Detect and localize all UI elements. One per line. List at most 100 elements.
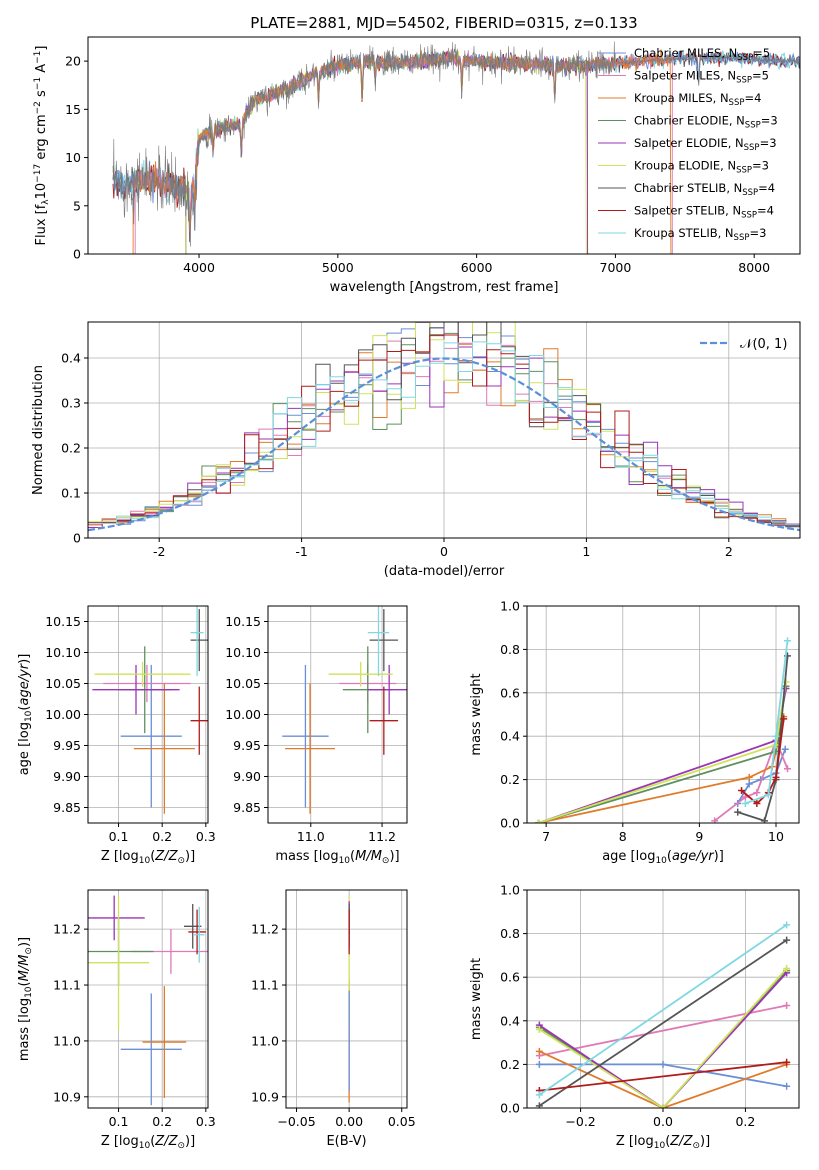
y-axis-label: mass [log10(M/M⊙)] <box>17 937 34 1061</box>
series-kroupa_stelib <box>538 924 788 1096</box>
legend-sub: SSP <box>736 76 752 86</box>
marker-kroupa_stelib <box>772 732 780 740</box>
y-axis-label-part: age/yr <box>17 662 32 705</box>
legend-label: Kroupa MILES, NSSP=4 <box>634 91 761 108</box>
legend-label: Chabrier ELODIE, NSSP=3 <box>634 114 778 131</box>
series-salpeter_stelib <box>539 1061 787 1092</box>
hist-kroupa_stelib <box>88 341 800 526</box>
y-tick-label: 11.0 <box>251 1033 279 1048</box>
axes-frame <box>87 36 801 255</box>
y-tick-label: 9.85 <box>233 800 261 815</box>
plot-area <box>112 41 800 254</box>
marker-kroupa_stelib <box>783 921 791 929</box>
series-kroupa_stelib <box>745 640 789 805</box>
x-tick-label: 0.05 <box>388 1114 416 1129</box>
x-axis-label: (data-model)/error <box>384 564 505 579</box>
y-tick-label: 0 <box>73 247 81 262</box>
y-tick-label: 11.1 <box>251 978 279 993</box>
series-salpeter_elodie <box>538 972 788 1108</box>
y-tick-label: 0.6 <box>500 970 520 985</box>
observed-spectrum <box>112 41 800 247</box>
x-tick-label: 11.2 <box>368 829 396 844</box>
marker-salpeter_stelib <box>780 715 788 723</box>
y-tick-label: 0.8 <box>500 926 520 941</box>
gridlines <box>88 890 208 1108</box>
marker-salpeter_stelib <box>772 773 780 781</box>
x-axis-label: wavelength [Angstrom, rest frame] <box>330 280 559 295</box>
x-tick-label: 0.1 <box>109 829 129 844</box>
marker-kroupa_miles <box>535 1047 543 1055</box>
marker-kroupa_stelib <box>535 1091 543 1099</box>
axes-frame <box>526 605 800 824</box>
x-tick-label: 0.3 <box>196 1114 216 1129</box>
legend-tail: =5 <box>753 46 770 60</box>
y-tick-label: 10.10 <box>45 645 81 660</box>
x-axis-label-part: ( <box>665 1134 670 1149</box>
y-tick-label: 9.90 <box>233 769 261 784</box>
y-axis-label-part: ⊙ <box>24 947 34 955</box>
y-axis-label-part: Flux [f <box>34 204 49 245</box>
x-axis-label-part: ⊙ <box>382 856 390 866</box>
x-axis-label: Z [log10(Z/Z⊙)] <box>101 849 195 866</box>
plot-area <box>534 637 792 823</box>
legend-label: Salpeter STELIB, NSSP=4 <box>634 204 774 221</box>
y-axis-label-part: erg cm <box>34 114 49 163</box>
model-chabrier_elodie <box>185 50 589 254</box>
x-tick-label: 4000 <box>183 260 215 275</box>
gridlines <box>88 606 208 823</box>
y-axis-label: Normed distribution <box>31 365 46 495</box>
x-axis-label-part: )] <box>700 1134 710 1149</box>
x-axis-label-part: ( <box>150 1134 155 1149</box>
x-axis-label: E(B-V) <box>326 1134 366 1149</box>
marker-salpeter_miles <box>784 765 792 773</box>
x-axis-label-part: )] <box>389 849 399 864</box>
y-axis-label-part: age [log <box>17 722 32 775</box>
series-chabrier_stelib <box>538 939 788 1107</box>
y-tick-label: 9.85 <box>53 800 81 815</box>
legend-sub: SSP <box>729 98 745 108</box>
y-tick-label: 0 <box>73 531 81 546</box>
x-axis-label-part: Z/Z <box>154 849 178 864</box>
x-axis-label-part: 10 <box>139 1141 151 1151</box>
legend-tail: =3 <box>749 226 766 240</box>
x-axis-label: Z [log10(Z/Z⊙)] <box>101 1134 195 1151</box>
x-axis-label-part: Z [log <box>101 1134 139 1149</box>
x-axis-label: mass [log10(M/M⊙)] <box>275 849 399 866</box>
y-axis-label-part: λ <box>41 199 51 205</box>
panel-residuals: -2 -1 0 1 2 0 0.1 0.2 0.3 0.4 (data-model)/error No… <box>31 321 801 579</box>
x-tick-label: 0.2 <box>152 1114 172 1129</box>
x-tick-label: 5000 <box>322 260 354 275</box>
x-axis-label-text: age [log10(age/yr)] <box>602 849 724 866</box>
marker-kroupa_elodie <box>659 1104 667 1108</box>
y-tick-label: 0.0 <box>500 1101 520 1116</box>
x-axis-label-part: ⊙ <box>177 856 185 866</box>
y-tick-label: 10.9 <box>53 1089 81 1104</box>
y-tick-label: 9.95 <box>53 738 81 753</box>
y-axis-label-part: mass [log <box>17 998 32 1061</box>
marker-kroupa_stelib <box>764 791 772 799</box>
hist-salpeter_stelib <box>88 334 800 526</box>
gridlines <box>286 890 407 1108</box>
legend-tail: =3 <box>760 136 777 150</box>
marker-salpeter_stelib <box>753 799 761 807</box>
y-axis-label-part: −1 <box>33 51 43 64</box>
x-axis-label-part: mass [log <box>275 849 338 864</box>
plot-area <box>282 606 407 814</box>
x-axis-label-part: ⊙ <box>692 1141 700 1151</box>
marker-kroupa_stelib <box>741 799 749 807</box>
series-kroupa_miles <box>539 1050 787 1108</box>
x-tick-label: -2 <box>153 544 165 559</box>
x-axis-label-part: ( <box>150 849 155 864</box>
y-tick-label: 0.8 <box>500 642 520 657</box>
x-axis-label: age [log10(age/yr)] <box>602 849 724 866</box>
x-axis-label-part: age/yr <box>672 849 715 864</box>
x-axis-label-part: M/M <box>355 849 382 864</box>
marker-kroupa_elodie <box>535 1026 543 1034</box>
y-axis-label-part: ( <box>17 706 32 711</box>
axes-frame <box>87 889 209 1109</box>
x-tick-label: −0.05 <box>277 1114 315 1129</box>
marker-chabrier_stelib <box>535 1102 543 1108</box>
y-tick-label: 10.00 <box>45 707 81 722</box>
